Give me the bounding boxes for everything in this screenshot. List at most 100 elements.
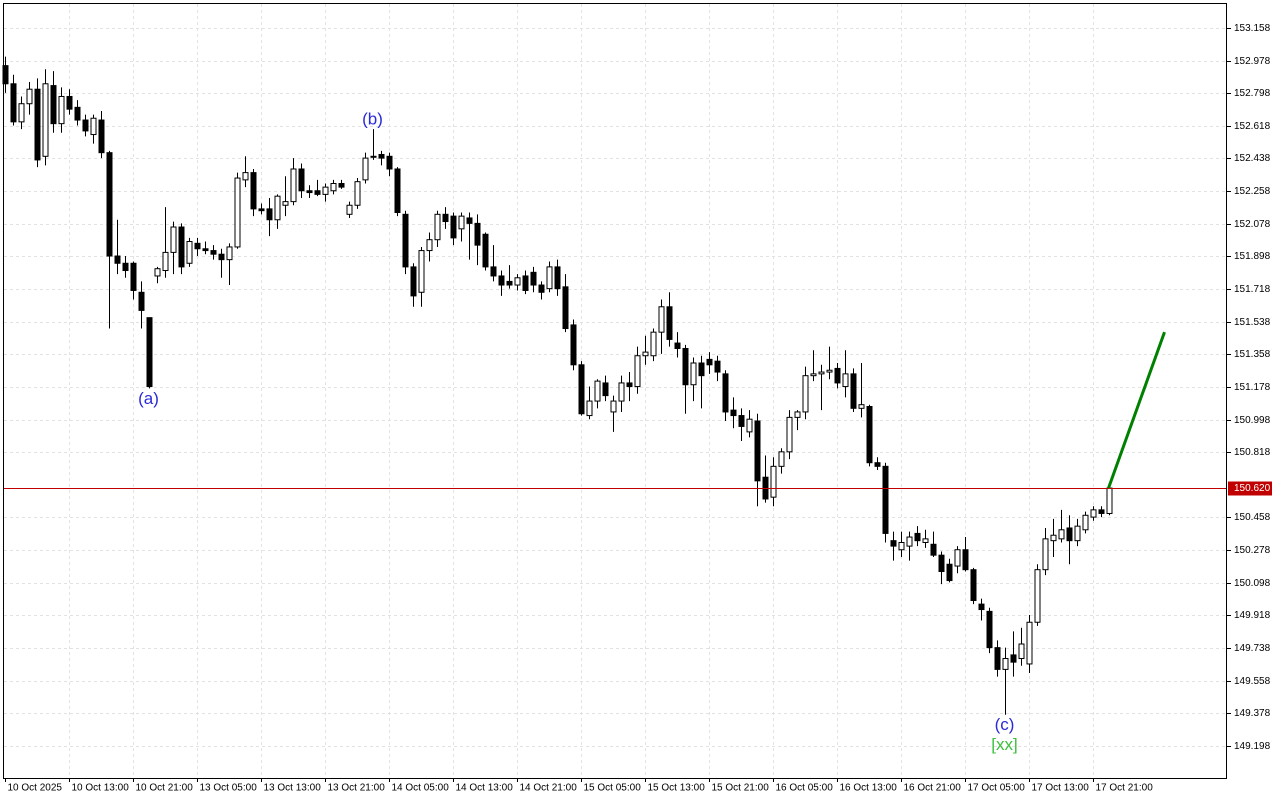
x-tick-label: 14 Oct 21:00 [520,783,578,794]
candle-body [154,268,161,277]
overlays: 150.620 (a) (b) (c)[xx] [4,110,1272,754]
candle-body [570,324,577,366]
x-tick-label: 10 Oct 2025 [8,783,63,794]
x-tick-label: 15 Oct 13:00 [648,783,706,794]
current-price-tag [1228,481,1272,496]
candle-body [874,462,881,467]
candle-body [42,83,49,157]
candle-body [26,88,33,105]
current-price-label: 150.620 [1234,483,1271,494]
candle-body [730,409,737,417]
candle-body [378,153,385,159]
x-tick-label: 13 Oct 13:00 [264,783,322,794]
candle-body [242,172,249,181]
x-tick-label: 15 Oct 21:00 [712,783,770,794]
candle-body [370,155,377,158]
candle-body [786,416,793,453]
candle-body [930,543,937,556]
candle-body [530,271,537,286]
candle-body [34,88,41,161]
y-tick-label: 150.098 [1234,578,1271,589]
candle-body [954,549,961,567]
candle-body [1050,534,1057,542]
candle-body [842,373,849,388]
candle-body [602,382,609,397]
candle-body [682,347,689,386]
candle-body [810,373,817,377]
candle-body [186,241,193,264]
y-tick-label: 150.458 [1234,512,1271,523]
candle-body [778,451,785,467]
candle-body [882,465,889,534]
candle-body [226,246,233,261]
y-tick-label: 151.178 [1234,382,1271,393]
y-tick-label: 153.158 [1234,23,1271,34]
y-tick-label: 149.738 [1234,643,1271,654]
candle-body [218,253,225,261]
candle-body [210,250,217,255]
candle-body [674,342,681,349]
candle-body [946,563,953,582]
candle-body [970,569,977,602]
y-tick-label: 150.278 [1234,545,1271,556]
candle-body [346,204,353,215]
candle-body [650,331,657,357]
candle-body [690,362,697,386]
candle-body [202,248,209,252]
candle-body [522,275,529,291]
candle-body [586,400,593,417]
candle-body [818,371,825,375]
y-tick-label: 151.718 [1234,284,1271,295]
candle-body [450,215,457,239]
candle-body [626,382,633,388]
candle-body [594,380,601,402]
candle-body [50,85,57,125]
candle-body [746,418,753,433]
y-tick-label: 149.378 [1234,708,1271,719]
x-tick-label: 17 Oct 05:00 [968,783,1026,794]
y-tick-label: 152.438 [1234,153,1271,164]
candle-body [434,213,441,241]
x-tick-label: 17 Oct 13:00 [1032,783,1090,794]
y-tick-label: 150.818 [1234,447,1271,458]
candle-body [658,306,665,333]
candle-body [482,233,489,268]
candle-body [890,540,897,547]
candle-body [466,217,473,224]
candle-body [290,168,297,203]
candle-body [962,549,969,571]
candle-body [642,351,649,357]
candle-body [610,400,617,413]
candle-body [770,465,777,498]
candle-body [178,226,185,268]
candle-body [1058,529,1065,540]
candle-body [250,172,257,210]
candle-body [1098,509,1105,514]
candle-body [74,106,81,121]
candle-body [1074,525,1081,542]
candle-body [338,182,345,188]
x-tick-label: 16 Oct 13:00 [840,783,898,794]
candle-body [90,117,97,136]
candle-body [1034,569,1041,623]
candle-body [258,208,265,212]
x-tick-label: 15 Oct 05:00 [584,783,642,794]
candle-body [1026,621,1033,665]
y-tick-label: 149.918 [1234,610,1271,621]
y-tick-label: 151.898 [1234,251,1271,262]
x-tick-label: 10 Oct 13:00 [72,783,130,794]
candle-body [506,280,513,286]
wave-label: (c) [995,715,1015,734]
candle-body [458,215,465,230]
candle-body [106,152,113,257]
candle-body [802,375,809,413]
candle-body [442,213,449,223]
candles [2,56,1113,715]
x-tick-label: 14 Oct 13:00 [456,783,514,794]
candle-body [498,275,505,286]
candle-body [546,266,553,290]
candle-body [538,284,545,293]
candle-body [66,95,73,110]
y-tick-label: 150.998 [1234,415,1271,426]
